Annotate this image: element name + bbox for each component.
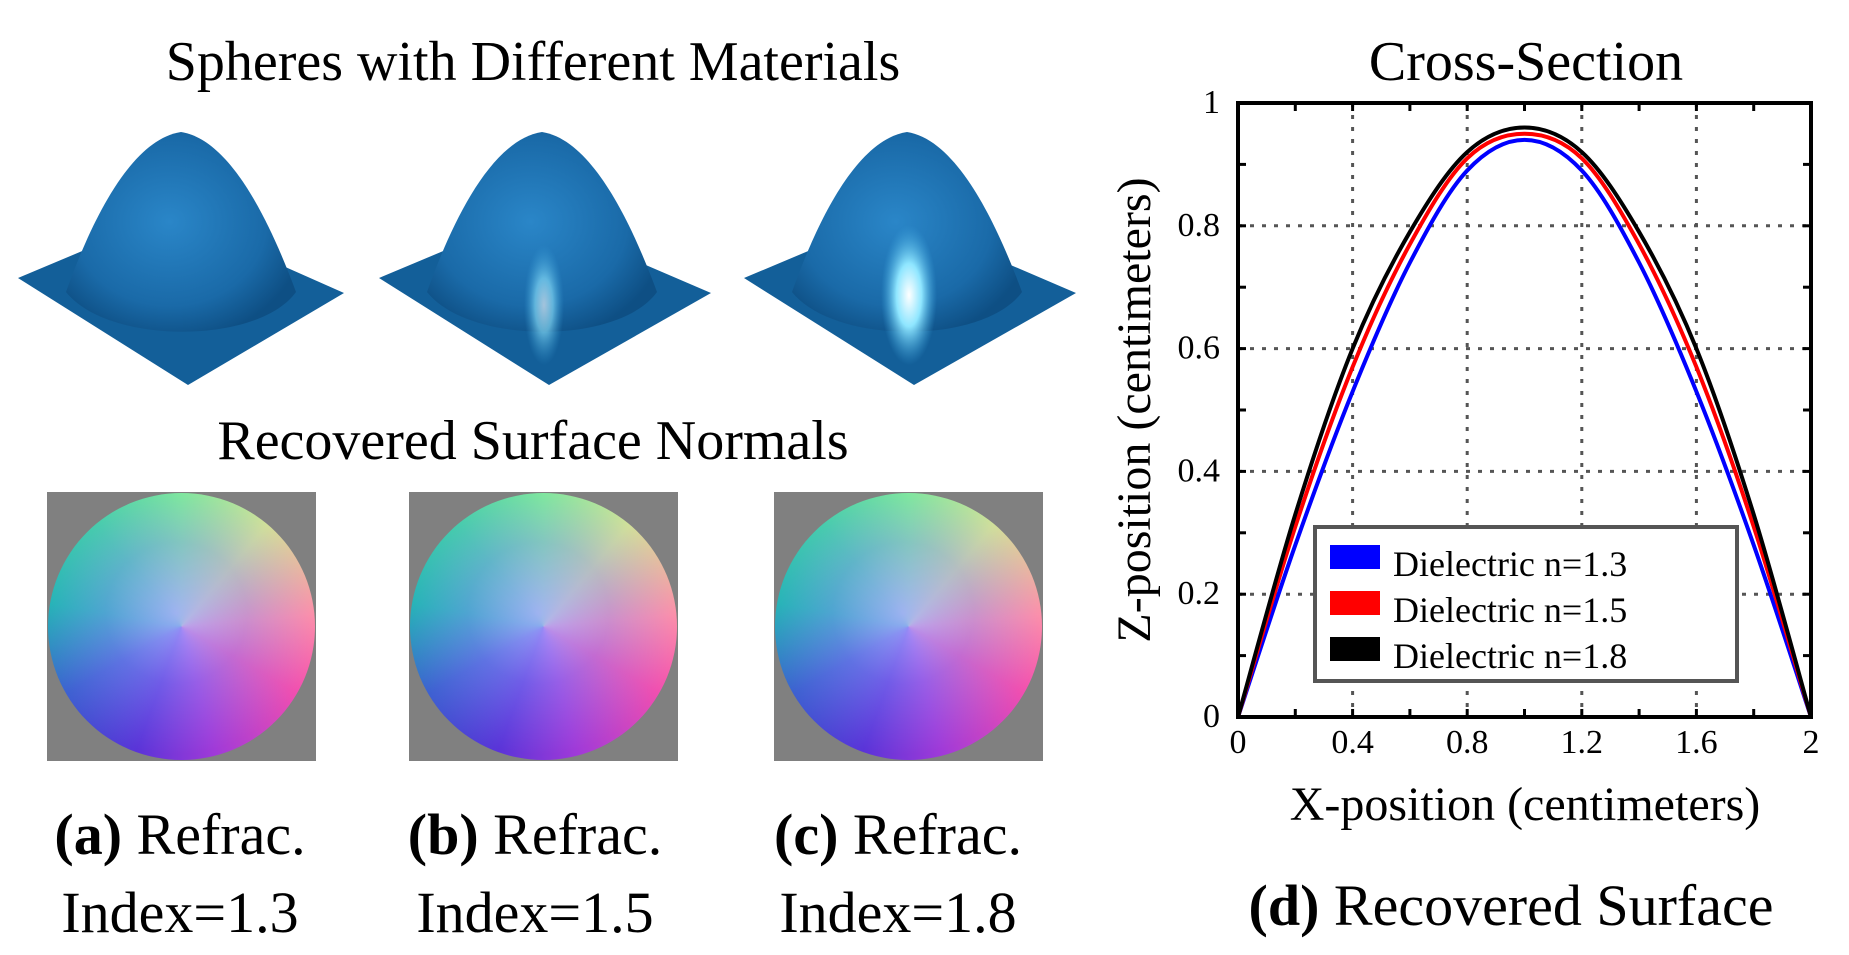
series-line-3 — [1236, 125, 1813, 718]
y-tick-label: 1 — [1203, 84, 1220, 121]
legend: Dielectric n=1.3 Dielectric n=1.5 Dielectr… — [1313, 525, 1739, 683]
x-axis-label: X-position (centimeters) — [1290, 778, 1761, 831]
sphere-a — [18, 132, 344, 385]
caption-letter: (b) — [407, 802, 479, 867]
normal-sphere — [775, 493, 1042, 760]
y-axis-label: Z-position (centimeters) — [1108, 177, 1161, 642]
caption-text: Recovered Surface — [1334, 873, 1774, 938]
normals-title: Recovered Surface Normals — [217, 410, 849, 472]
legend-swatch — [1330, 545, 1380, 569]
legend-label: Dielectric n=1.8 — [1393, 636, 1627, 676]
series-line-2 — [1236, 131, 1813, 718]
caption-c-line2: Index=1.8 — [779, 880, 1017, 945]
spheres-title: Spheres with Different Materials — [165, 31, 901, 93]
y-tick-label: 0.6 — [1178, 330, 1221, 367]
caption-letter: (a) — [54, 802, 123, 867]
y-tick-label: 0.8 — [1178, 207, 1221, 244]
caption-b-line1: (b) Refrac. — [408, 806, 662, 864]
x-tick-label: 1.2 — [1561, 724, 1604, 761]
caption-c-line1: (c) Refrac. — [774, 806, 1022, 864]
y-tick-label: 0.4 — [1178, 452, 1221, 489]
y-tick-label: 0.2 — [1178, 575, 1221, 612]
normal-map-a — [47, 492, 316, 761]
legend-swatch — [1330, 637, 1380, 661]
y-tick-label: 0 — [1203, 698, 1220, 735]
legend-box — [1313, 525, 1739, 683]
x-tick-label: 0 — [1230, 724, 1247, 761]
caption-text: Refrac. — [136, 802, 306, 867]
normal-sphere — [410, 493, 677, 760]
chart-caption: (d) Recovered Surface — [1249, 873, 1774, 938]
caption-b-line2: Index=1.5 — [416, 880, 654, 945]
sphere-b — [379, 132, 711, 385]
legend-swatch — [1330, 591, 1380, 615]
x-tick-label: 0.4 — [1331, 724, 1374, 761]
caption-a-line1: (a) Refrac. — [54, 806, 305, 864]
cross-section-chart: Cross-Section 0 0.4 0.8 1.2 1.6 2 0 0.2 0.4 0.6 0.… — [1108, 31, 1820, 938]
x-tick-label: 0.8 — [1446, 724, 1489, 761]
caption-a-line2: Index=1.3 — [61, 880, 299, 945]
series-line-1 — [1236, 137, 1813, 718]
chart-title: Cross-Section — [1369, 31, 1683, 93]
caption-text: Refrac. — [852, 802, 1022, 867]
sphere-renderings — [18, 132, 1076, 385]
caption-letter: (c) — [774, 802, 839, 867]
x-tick-label: 1.6 — [1675, 724, 1718, 761]
normal-map-c — [774, 492, 1043, 761]
x-tick-label: 2 — [1803, 724, 1820, 761]
legend-label: Dielectric n=1.3 — [1393, 544, 1627, 584]
caption-letter: (d) — [1249, 873, 1320, 938]
legend-label: Dielectric n=1.5 — [1393, 590, 1627, 630]
normal-map-b — [409, 492, 678, 761]
normal-sphere — [48, 493, 315, 760]
sphere-c — [744, 132, 1076, 385]
caption-text: Refrac. — [493, 802, 663, 867]
